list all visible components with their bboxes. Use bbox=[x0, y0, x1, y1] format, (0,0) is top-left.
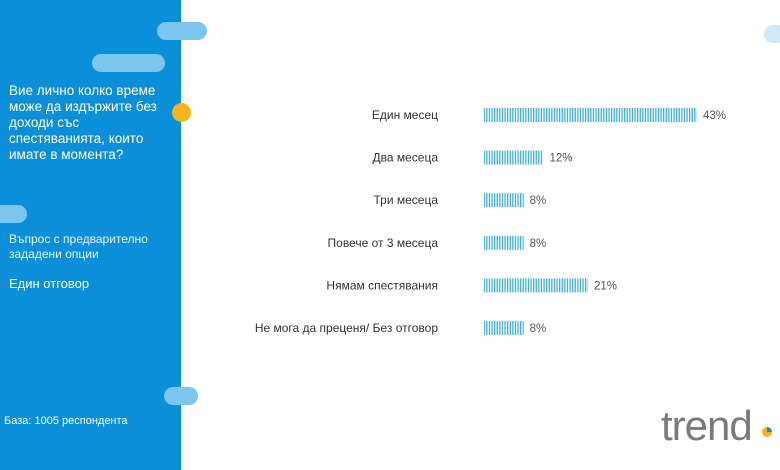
bar bbox=[484, 235, 524, 250]
highlight-dot bbox=[172, 103, 191, 122]
category-label: Нямам спестявания bbox=[326, 278, 438, 292]
bar bbox=[484, 193, 524, 208]
question-type: Въпрос с предварително зададени опции bbox=[9, 232, 148, 261]
answer-type: Един отговор bbox=[9, 276, 90, 291]
bar bbox=[484, 321, 524, 335]
bar bbox=[484, 150, 544, 165]
value-label: 43% bbox=[703, 110, 726, 122]
decor-pill bbox=[157, 22, 207, 40]
sidebar: Вие лично колко време може да издържите … bbox=[0, 0, 207, 470]
bar bbox=[484, 278, 589, 293]
decor-pill bbox=[164, 387, 198, 405]
value-label: 8% bbox=[530, 238, 547, 250]
category-label: Три месеца bbox=[373, 193, 438, 207]
bar bbox=[484, 108, 697, 122]
value-label: 8% bbox=[530, 195, 547, 207]
value-label: 8% bbox=[530, 323, 547, 335]
category-label: Един месец bbox=[372, 108, 438, 122]
category-label: Два месеца bbox=[372, 151, 438, 165]
value-label: 12% bbox=[549, 153, 572, 165]
base-note: База: 1005 респондента bbox=[4, 415, 128, 427]
trend-logo: trend bbox=[661, 402, 772, 448]
question-text: Вие лично колко време може да издържите … bbox=[9, 83, 157, 162]
category-label: Повече от 3 месеца bbox=[328, 236, 439, 250]
decor-pill-right bbox=[764, 25, 780, 43]
value-label: 21% bbox=[594, 280, 617, 292]
decor-pill bbox=[92, 54, 165, 72]
category-label: Не мога да преценя/ Без отговор bbox=[255, 321, 439, 335]
decor-pill bbox=[0, 205, 27, 223]
svg-text:trend: trend bbox=[661, 402, 752, 448]
